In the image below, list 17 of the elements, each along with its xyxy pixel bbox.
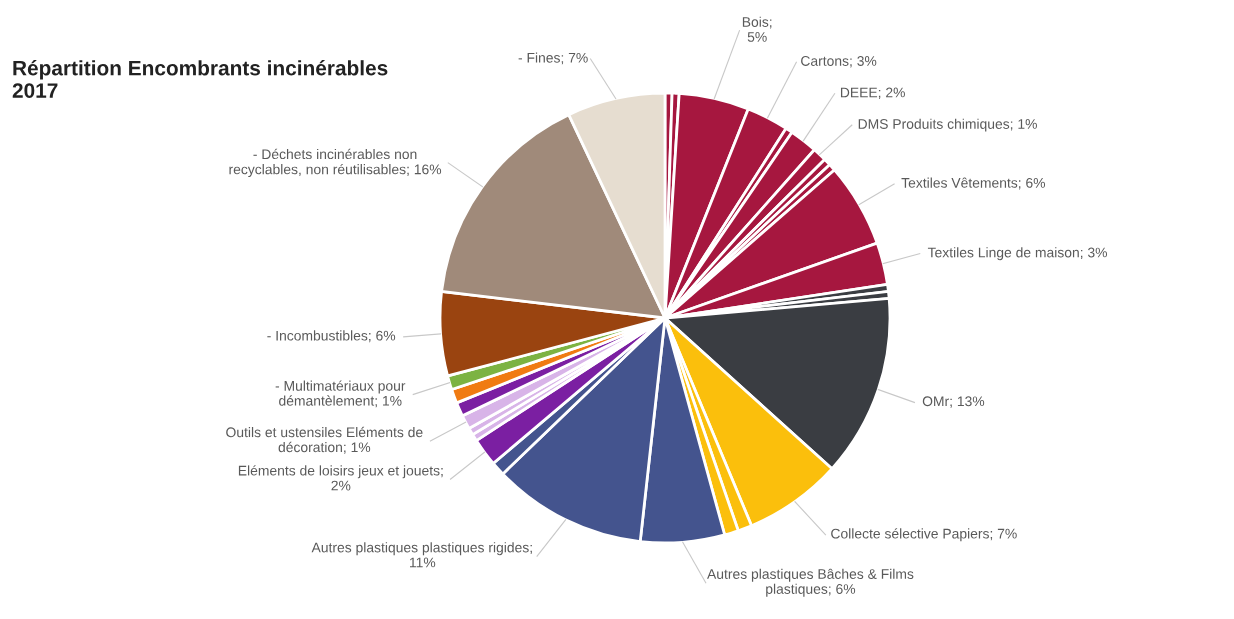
slice-label: - Multimatériaux pour démantèlement; 1% <box>275 380 406 408</box>
slice-label: Outils et ustensiles Eléments de décoration; 1% <box>226 426 423 454</box>
slice-label: Eléments de loisirs jeux et jouets; 2% <box>238 465 443 491</box>
slice-label: OMr; 13% <box>922 396 985 408</box>
slice-label: DMS Produits chimiques; 1% <box>858 118 1037 132</box>
slice-label: DEEE; 2% <box>840 87 905 100</box>
slice-label: - Fines; 7% <box>518 52 588 65</box>
text: Répartition Encombrants incinérables 2017 <box>12 60 388 98</box>
slice-label: Collecte sélective Papiers; 7% <box>831 528 1017 542</box>
slice-label: Cartons; 3% <box>801 56 877 68</box>
slice-label: Textiles Vêtements; 6% <box>901 177 1046 190</box>
slice-label: Autres plastiques plastiques rigides; 11% <box>311 542 532 568</box>
slice-label: Textiles Linge de maison; 3% <box>927 247 1108 261</box>
slice-label: Bois; 5% <box>742 16 772 42</box>
slice-label: - Déchets incinérables non recyclables, non réutilisables; 16% <box>229 148 442 178</box>
slice-label: - Incombustibles; 6% <box>267 330 396 343</box>
slice-label: Autres plastiques Bâches & Films plastiques; 6% <box>707 568 914 597</box>
